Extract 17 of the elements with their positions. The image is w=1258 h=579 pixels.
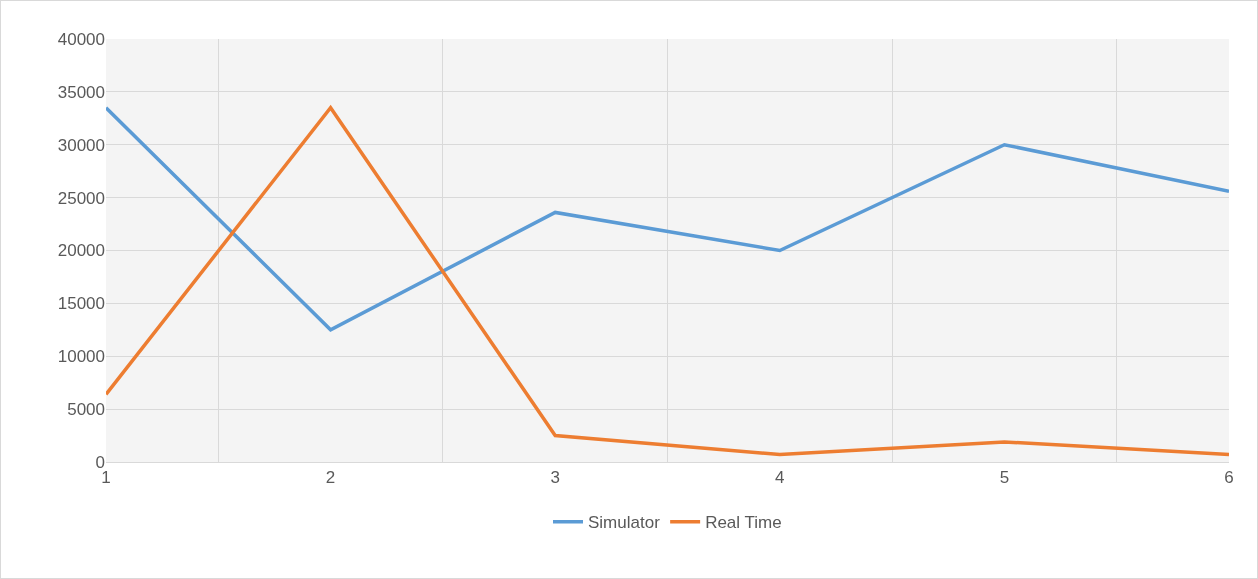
y-tick-label: 25000 xyxy=(57,188,105,208)
line-series xyxy=(106,105,1229,332)
y-tick-label: 15000 xyxy=(57,294,105,314)
legend-label: Simulator xyxy=(588,513,661,533)
y-tick-label: 10000 xyxy=(57,347,105,367)
y-tick-label: 30000 xyxy=(57,135,105,155)
x-tick-label: 6 xyxy=(1224,468,1234,488)
y-tick-label: 40000 xyxy=(57,29,105,49)
x-tick-label: 3 xyxy=(550,468,560,488)
x-tick-label: 2 xyxy=(325,468,336,488)
line-series xyxy=(106,105,1229,457)
x-tick-label: 5 xyxy=(999,468,1010,488)
y-tick-label: 35000 xyxy=(57,82,105,102)
legend-label: Real Time xyxy=(705,513,782,533)
x-tick-label: 4 xyxy=(775,468,785,488)
y-tick-label: 20000 xyxy=(57,241,105,261)
y-tick-label: 5000 xyxy=(67,400,105,420)
